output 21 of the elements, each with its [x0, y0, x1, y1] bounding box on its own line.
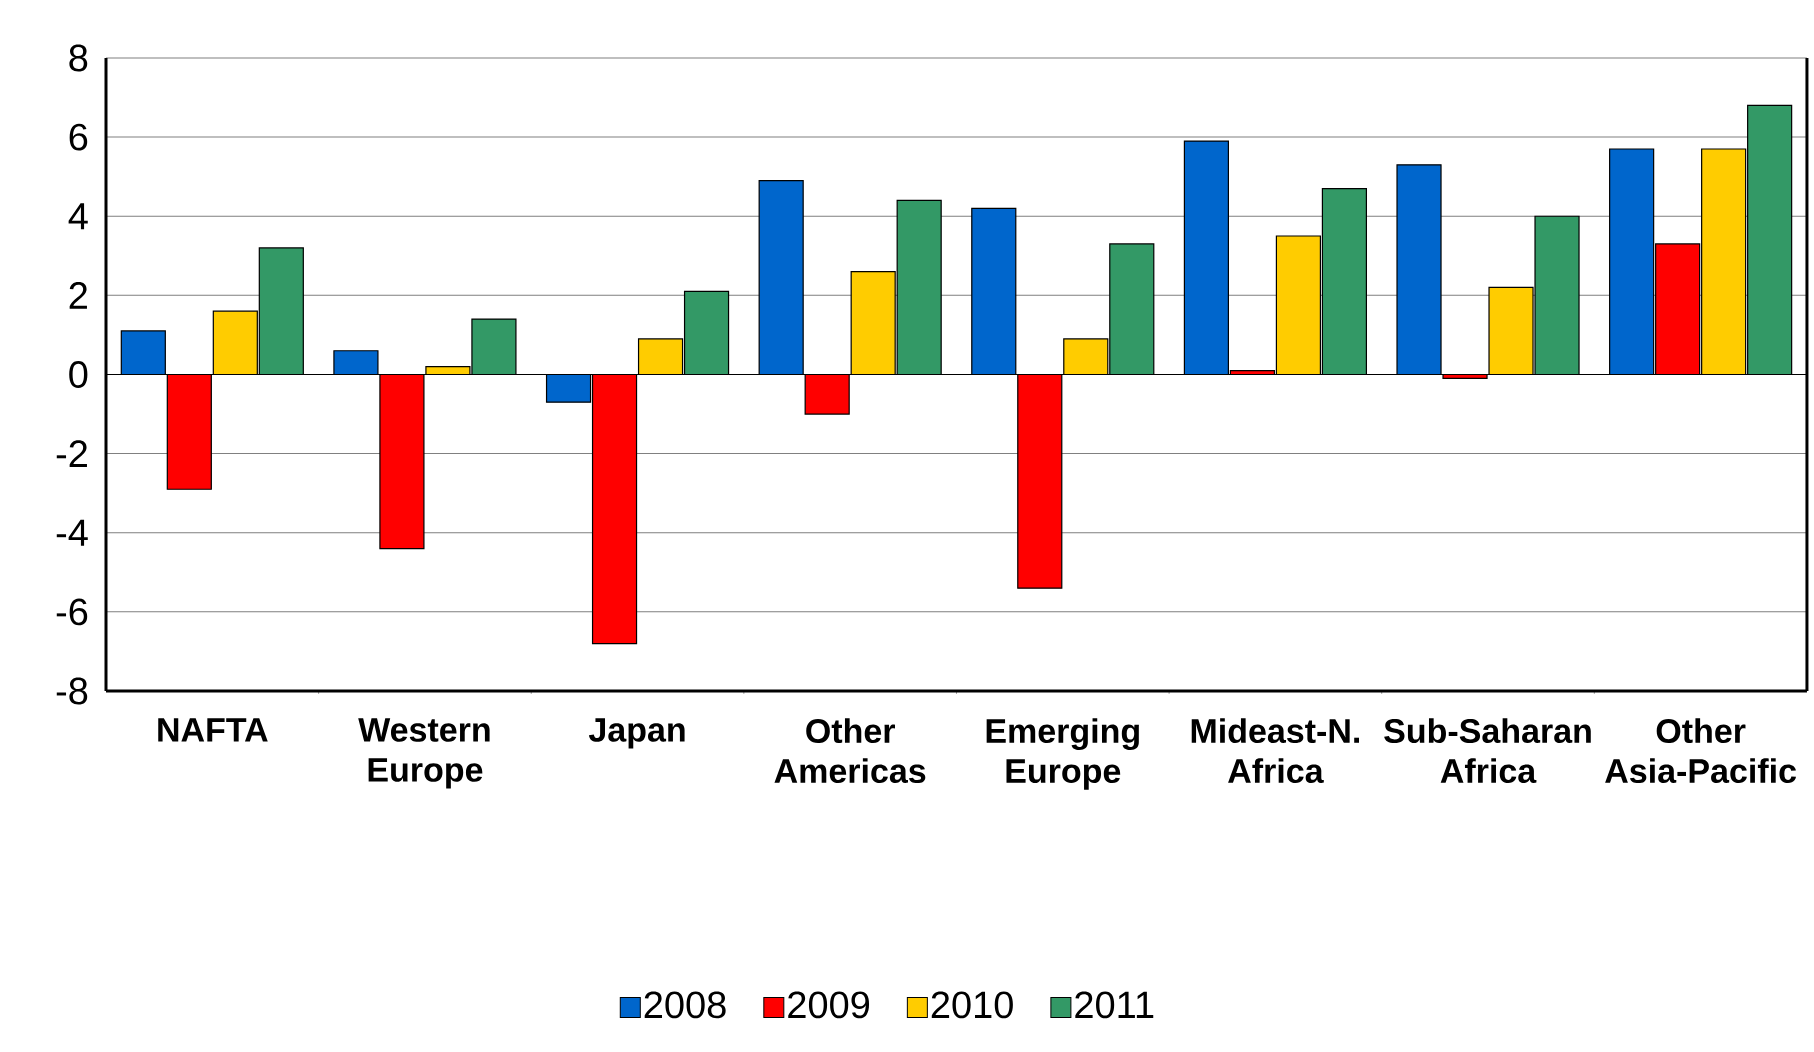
y-tick-label: -8 [56, 677, 88, 705]
x-tick-label: NAFTA [158, 718, 268, 742]
x-tick-label: Western Europe [358, 718, 490, 789]
legend-label: 2008 [644, 991, 726, 1019]
y-tick-label: -2 [56, 440, 87, 467]
y-tick-label: -4 [56, 519, 88, 546]
legend-label: 2011 [1075, 991, 1154, 1019]
legend-label: 2010 [931, 991, 1013, 1019]
y-tick-label: 4 [68, 203, 88, 230]
x-tick-label: Sub-Saharan Africa [1384, 718, 1591, 784]
y-tick-label: -6 [56, 598, 88, 626]
x-tick-label: Mideast-N. Africa [1191, 718, 1360, 784]
x-tick-label: Emerging Europe [986, 718, 1139, 790]
legend-label: 2009 [788, 991, 870, 1019]
x-tick-label: Other Americas [774, 718, 926, 784]
y-tick-label: 0 [69, 361, 88, 388]
y-tick-label: 6 [69, 123, 88, 151]
y-tick-label: 2 [69, 282, 87, 309]
y-tick-label: 8 [69, 44, 88, 72]
x-tick-label: Japan [588, 718, 685, 749]
x-tick-label: Other Asia-Pacific [1605, 718, 1797, 784]
